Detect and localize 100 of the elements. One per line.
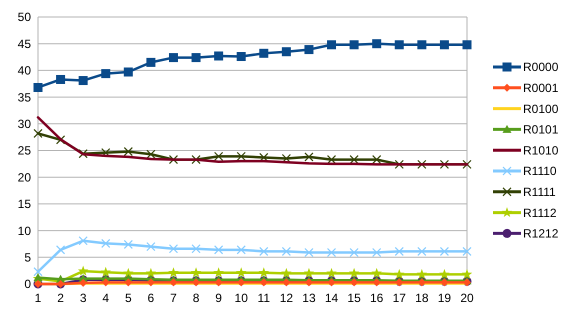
- legend-label: R1212: [523, 226, 559, 241]
- point: [417, 160, 426, 169]
- point: [168, 244, 178, 254]
- point: [190, 267, 202, 278]
- x-tick-label: 7: [170, 291, 178, 305]
- point: [394, 246, 404, 256]
- point: [372, 39, 382, 48]
- point: [124, 146, 133, 156]
- point: [101, 238, 110, 248]
- point: [304, 268, 314, 278]
- point: [259, 48, 268, 58]
- x-tick-label: 9: [215, 291, 222, 305]
- x-tick-label: 13: [302, 291, 316, 305]
- point: [78, 76, 88, 86]
- y-tick-label: 20: [18, 170, 32, 184]
- point: [236, 152, 246, 161]
- point: [236, 267, 246, 278]
- point: [78, 266, 88, 276]
- point: [214, 51, 224, 60]
- point: [34, 82, 42, 92]
- point: [350, 40, 359, 50]
- legend-label: R1111: [523, 185, 556, 199]
- point: [326, 248, 336, 258]
- y-tick-label: 50: [18, 10, 32, 24]
- point: [304, 152, 314, 162]
- x-tick-label: 4: [102, 291, 110, 305]
- point: [78, 236, 88, 246]
- line-series: [36, 116, 468, 166]
- point: [56, 245, 66, 254]
- point: [124, 278, 132, 286]
- point: [281, 268, 292, 278]
- x-tick-label: 20: [460, 291, 474, 305]
- x-tick-label: 12: [280, 291, 294, 305]
- point: [394, 268, 404, 279]
- x-tick-label: 5: [124, 291, 132, 305]
- point: [394, 40, 404, 50]
- legend-label: R0000: [523, 60, 559, 74]
- x-tick-label: 1: [34, 291, 42, 305]
- point: [462, 40, 472, 50]
- y-tick-label: 15: [18, 197, 32, 212]
- legend-label: R0001: [523, 81, 559, 95]
- point: [439, 268, 450, 279]
- point: [394, 160, 404, 169]
- point: [33, 128, 43, 138]
- x-tick-label: 18: [415, 291, 429, 305]
- point: [348, 268, 360, 278]
- point: [327, 40, 336, 50]
- x-tick-label: 11: [258, 291, 270, 305]
- legend-label: R1110: [523, 164, 557, 178]
- y-tick-label: 10: [18, 224, 32, 238]
- point: [146, 58, 156, 67]
- point: [123, 268, 134, 278]
- point: [259, 246, 268, 256]
- y-tick-label: 25: [18, 144, 32, 158]
- x-tick-label: 2: [57, 291, 64, 305]
- point: [350, 154, 359, 164]
- legend-label: R1112: [523, 206, 557, 220]
- point: [304, 248, 314, 258]
- point: [282, 47, 291, 56]
- point: [462, 268, 472, 279]
- point: [101, 69, 110, 78]
- x-tick-label: 6: [148, 291, 155, 305]
- legend-label: R1010: [523, 143, 559, 158]
- point: [372, 248, 382, 258]
- x-tick-label: 3: [80, 291, 87, 305]
- y-tick-label: 30: [18, 117, 32, 131]
- point: [168, 53, 178, 62]
- point: [372, 154, 382, 164]
- point: [192, 53, 201, 62]
- x-tick-label: 8: [192, 291, 200, 305]
- point: [350, 248, 359, 258]
- x-tick-label: 15: [347, 291, 362, 305]
- point: [371, 268, 382, 278]
- point: [462, 246, 472, 256]
- point: [124, 68, 133, 76]
- point: [214, 152, 224, 161]
- point: [214, 245, 224, 254]
- point: [440, 40, 449, 50]
- point: [236, 245, 246, 254]
- y-tick-label: 35: [18, 90, 32, 104]
- point: [326, 154, 336, 164]
- point: [146, 150, 156, 159]
- point: [146, 268, 156, 278]
- point: [168, 267, 179, 278]
- point: [102, 278, 110, 286]
- y-tick-label: 5: [24, 250, 32, 264]
- point: [417, 40, 426, 50]
- point: [191, 154, 201, 164]
- point: [258, 267, 270, 278]
- point: [100, 266, 111, 277]
- point: [213, 267, 224, 278]
- point: [191, 244, 201, 254]
- point: [168, 154, 178, 164]
- point: [417, 246, 426, 256]
- point: [56, 74, 66, 84]
- point: [78, 149, 88, 158]
- point: [440, 160, 450, 169]
- x-tick-label: 19: [438, 291, 452, 305]
- y-tick-label: 0: [24, 277, 32, 292]
- point: [462, 160, 472, 169]
